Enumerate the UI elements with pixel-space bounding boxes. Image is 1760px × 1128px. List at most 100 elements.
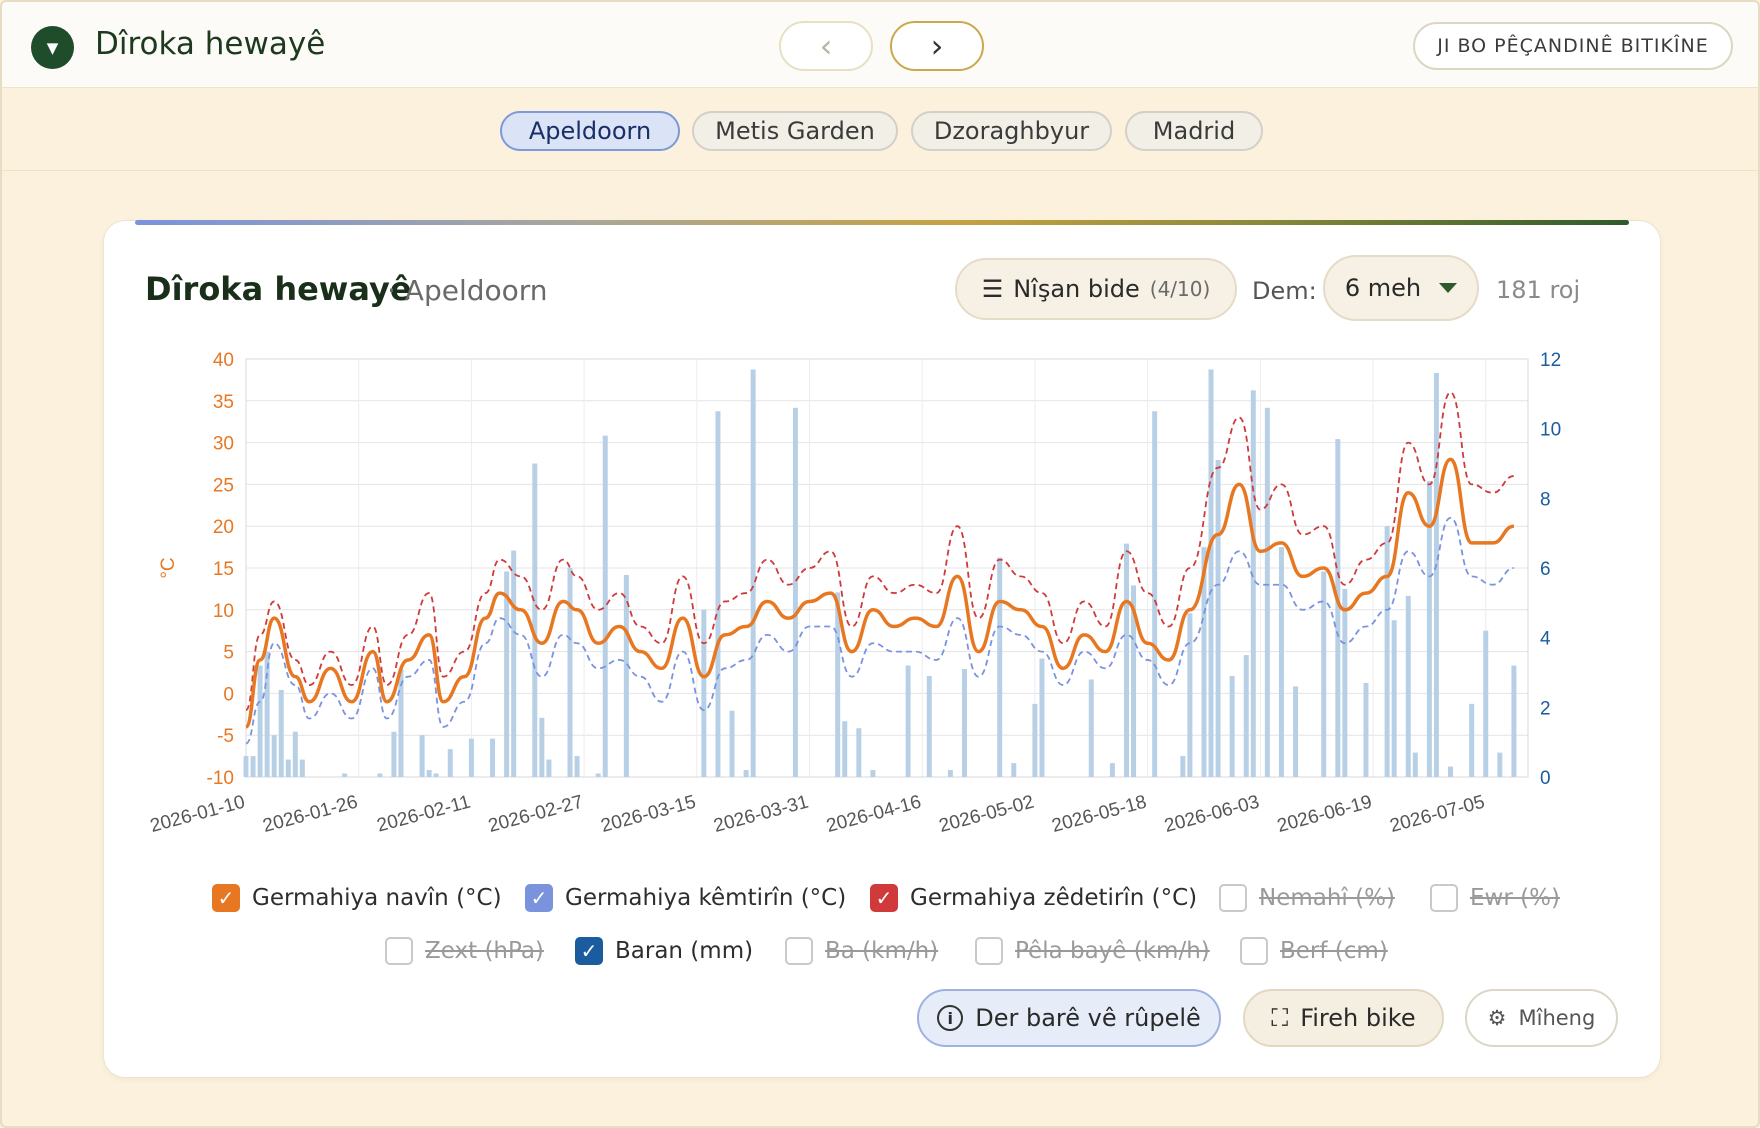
y-tick-label: 40 [213,350,234,371]
skip-to-end-button[interactable]: JI BO PÊÇANDINÊ BITIKÎNE [1413,22,1733,70]
rain-bar [961,669,967,777]
legend-temp-avg[interactable]: ✓ Germahiya navîn (°C) [212,880,502,916]
y2-tick-label: 12 [1540,350,1561,371]
rain-bar [842,721,848,777]
x-tick-label: 2026-01-10 [148,792,247,837]
top-bar: ▼ Dîroka hewayê ‹ › JI BO PÊÇANDINÊ BITI… [2,2,1758,88]
checkbox-empty-icon[interactable] [785,937,813,965]
checkbox-empty-icon[interactable] [1430,884,1458,912]
card-title: Dîroka hewayê [145,270,412,308]
settings-button[interactable]: ⚙ Mîheng [1465,989,1618,1047]
x-tick-label: 2026-07-05 [1388,792,1487,837]
y-tick-label: -10 [207,768,234,789]
rain-bar [567,568,573,777]
rain-bar [1426,480,1432,777]
rain-bar [1433,372,1439,777]
rain-bar [511,550,517,777]
rain-bar [1123,543,1129,777]
next-button[interactable]: › [890,21,984,71]
tab-dzoraghbyur[interactable]: Dzoraghbyur [911,111,1112,151]
info-icon: i [937,1005,964,1031]
chevron-down-icon [1439,283,1458,293]
rain-bar [490,738,496,777]
about-page-button[interactable]: i Der barê vê rûpelê [917,989,1221,1047]
checkbox-checked-icon[interactable]: ✓ [212,884,240,912]
legend-pressure[interactable]: Zext (hPa) [385,933,544,969]
rain-bar [1201,547,1207,777]
rain-bar [574,756,580,777]
y-tick-label: 20 [213,517,234,538]
rain-bar [1250,390,1256,777]
legend-label: Baran (mm) [615,938,754,964]
rain-bar [278,689,284,777]
show-metrics-button[interactable]: ☰ Nîşan bide (4/10) [955,258,1237,320]
x-tick-label: 2026-05-02 [937,792,1036,837]
rain-bar [1412,752,1418,777]
collapse-toggle-icon[interactable]: ▼ [31,26,74,69]
y2-tick-label: 6 [1540,559,1551,580]
rain-bar [377,773,383,777]
rain-bar [905,665,911,777]
legend-humidity[interactable]: Nemahî (%) [1219,880,1395,916]
checkbox-checked-icon[interactable]: ✓ [575,937,603,965]
rain-bar [926,675,932,777]
period-select[interactable]: 6 meh [1323,255,1479,321]
legend-temp-min[interactable]: ✓ Germahiya kêmtirîn (°C) [525,880,846,916]
y2-tick-label: 0 [1540,768,1551,789]
tab-madrid[interactable]: Madrid [1125,111,1263,151]
tab-metis-garden[interactable]: Metis Garden [692,111,898,151]
divider [2,170,1758,171]
rain-bar [1321,571,1327,777]
rain-bar [468,738,474,777]
temp-max-line [245,391,1515,712]
menu-icon: ☰ [981,275,1004,303]
rain-bar [595,773,601,777]
y2-tick-label: 2 [1540,698,1551,719]
location-tabs: Apeldoorn Metis Garden Dzoraghbyur Madri… [2,111,1758,153]
rain-bar [1335,439,1341,777]
rain-bar [750,369,756,777]
tab-apeldoorn[interactable]: Apeldoorn [500,111,680,151]
rain-bar [1180,756,1186,777]
y-tick-label: 15 [213,559,234,580]
settings-label: Mîheng [1518,1006,1596,1030]
rain-bar [292,731,298,777]
rain-bar [1483,630,1489,777]
legend-rain[interactable]: ✓ Baran (mm) [575,933,753,969]
checkbox-checked-icon[interactable]: ✓ [525,884,553,912]
rain-bar [447,749,453,777]
rain-bar [743,770,749,777]
checkbox-checked-icon[interactable]: ✓ [870,884,898,912]
rain-bar [1497,752,1503,777]
rain-bar [1278,547,1284,777]
checkbox-empty-icon[interactable] [1240,937,1268,965]
checkbox-empty-icon[interactable] [975,937,1003,965]
legend-cloud[interactable]: Ewr (%) [1430,880,1560,916]
x-tick-label: 2026-01-26 [261,792,360,837]
legend-snow[interactable]: Berf (cm) [1240,933,1388,969]
rain-bar [835,592,841,777]
rain-bar [792,407,798,777]
checkbox-empty-icon[interactable] [1219,884,1247,912]
rain-bar [947,770,953,777]
legend-wind[interactable]: Ba (km/h) [785,933,938,969]
legend-gust[interactable]: Pêla bayê (km/h) [975,933,1210,969]
rain-bar [1243,655,1249,777]
rain-bar [546,759,552,777]
legend-label: Germahiya kêmtirîn (°C) [565,885,847,911]
legend-temp-max[interactable]: ✓ Germahiya zêdetirîn (°C) [870,880,1197,916]
rain-bar [602,435,608,777]
rain-bar [342,773,348,777]
checkbox-empty-icon[interactable] [385,937,413,965]
card-subtitle: · Apeldoorn [387,274,548,307]
temp-min-line [245,516,1515,745]
prev-button[interactable]: ‹ [779,21,873,71]
rain-bar [856,728,862,777]
fullscreen-button[interactable]: ⛶ Fireh bike [1243,989,1444,1047]
rain-bar [1215,460,1221,777]
legend-label: Zext (hPa) [425,938,544,964]
app-title: Dîroka hewayê [95,26,326,62]
rain-bar [257,665,263,777]
x-tick-label: 2026-03-31 [711,792,810,837]
